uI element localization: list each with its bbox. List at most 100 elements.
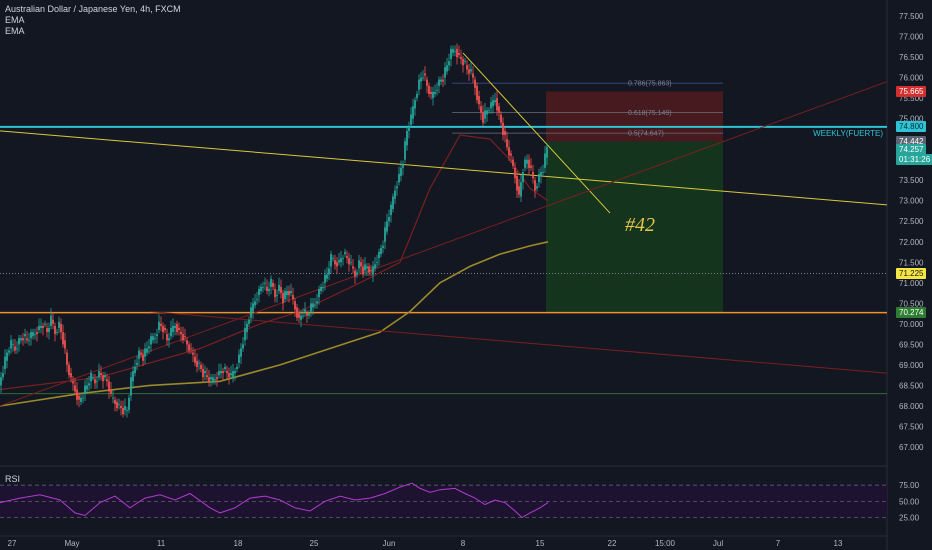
candle-body	[434, 91, 436, 94]
candle-body	[266, 286, 268, 292]
candle-body	[262, 286, 264, 288]
candle-body	[154, 338, 156, 340]
candle-body	[494, 100, 496, 103]
candle-body	[466, 65, 468, 70]
candle-body	[118, 403, 120, 405]
candle-body	[260, 286, 262, 292]
time-tick-label: May	[64, 539, 79, 548]
candle-body	[460, 57, 462, 60]
candlesticks	[0, 43, 548, 418]
candle-body	[40, 325, 42, 328]
candle-body	[376, 262, 378, 264]
candle-body	[520, 182, 522, 197]
candle-body	[540, 171, 542, 177]
candle-body	[528, 159, 530, 168]
candle-body	[386, 221, 388, 232]
candle-body	[374, 264, 376, 269]
candle-body	[454, 50, 456, 52]
candle-body	[6, 352, 8, 361]
candle-body	[26, 338, 28, 341]
candle-body	[322, 286, 324, 288]
candle-body	[546, 147, 548, 158]
price-tick-label: 75.500	[899, 94, 924, 103]
candle-body	[286, 291, 288, 296]
candle-body	[488, 110, 490, 112]
candle-body	[124, 405, 126, 411]
candle-body	[382, 245, 384, 248]
candle-body	[518, 186, 520, 195]
candle-body	[490, 102, 492, 109]
price-tag: 70.274	[896, 307, 927, 319]
ema-indicator-label-1[interactable]: EMA	[5, 15, 25, 25]
price-tick-label: 69.000	[899, 361, 924, 370]
candle-body	[244, 327, 246, 341]
candle-body	[516, 176, 518, 191]
candle-body	[72, 381, 74, 384]
candle-body	[230, 373, 232, 376]
candle-body	[276, 295, 278, 296]
candle-body	[228, 373, 230, 378]
candle-body	[180, 332, 182, 335]
candle-body	[334, 260, 336, 265]
rsi-indicator-label[interactable]: RSI	[5, 474, 21, 484]
candle-body	[102, 375, 104, 382]
time-tick-label: 7	[776, 539, 781, 548]
rsi-pane: 75.00 50.00 25.00	[0, 481, 920, 522]
candle-body	[0, 377, 2, 386]
candle-body	[486, 110, 488, 115]
candle-body	[522, 171, 524, 183]
candle-body	[62, 332, 64, 345]
rsi-line	[0, 482, 549, 519]
candle-body	[82, 397, 84, 399]
candle-body	[188, 344, 190, 351]
candle-body	[36, 332, 38, 335]
price-tick-label: 69.500	[899, 340, 924, 349]
candle-body	[356, 272, 358, 275]
price-tag: 74.257	[896, 143, 927, 155]
price-tick-label: 68.000	[899, 402, 924, 411]
candle-body	[90, 373, 92, 382]
candle-body	[152, 336, 154, 341]
candle-body	[200, 364, 202, 370]
candle-body	[332, 258, 334, 259]
candle-body	[28, 340, 30, 342]
candle-body	[186, 340, 188, 345]
candle-body	[316, 301, 318, 304]
candle-body	[94, 379, 96, 384]
candle-body	[120, 405, 122, 409]
candle-body	[18, 338, 20, 345]
ema-indicator-label-2[interactable]: EMA	[5, 26, 25, 36]
candle-body	[416, 93, 418, 99]
candle-body	[14, 346, 16, 351]
candle-body	[508, 147, 510, 156]
candle-body	[502, 122, 504, 136]
candle-body	[100, 373, 102, 376]
candle-body	[372, 266, 374, 275]
price-tick-label: 75.000	[899, 115, 924, 124]
candle-body	[112, 397, 114, 399]
price-tick-label: 76.500	[899, 53, 924, 62]
candle-body	[52, 319, 54, 324]
symbol-title: Australian Dollar / Japanese Yen, 4h, FX…	[5, 4, 181, 14]
candle-body	[354, 270, 356, 277]
candle-body	[264, 282, 266, 284]
candle-body	[438, 79, 440, 86]
candle-body	[206, 375, 208, 378]
trendline-red-descending	[149, 311, 888, 374]
candle-body	[106, 379, 108, 382]
candle-body	[212, 377, 214, 382]
candle-body	[368, 266, 370, 273]
candle-body	[24, 334, 26, 337]
candle-body	[398, 174, 400, 183]
candle-body	[88, 383, 90, 386]
candle-body	[98, 371, 100, 378]
candle-body	[444, 67, 446, 78]
candle-body	[96, 381, 98, 383]
candle-body	[432, 91, 434, 99]
ema-fast-line	[0, 134, 549, 391]
candle-body	[172, 325, 174, 333]
price-tick-label: 67.500	[899, 422, 924, 431]
candle-body	[310, 303, 312, 312]
